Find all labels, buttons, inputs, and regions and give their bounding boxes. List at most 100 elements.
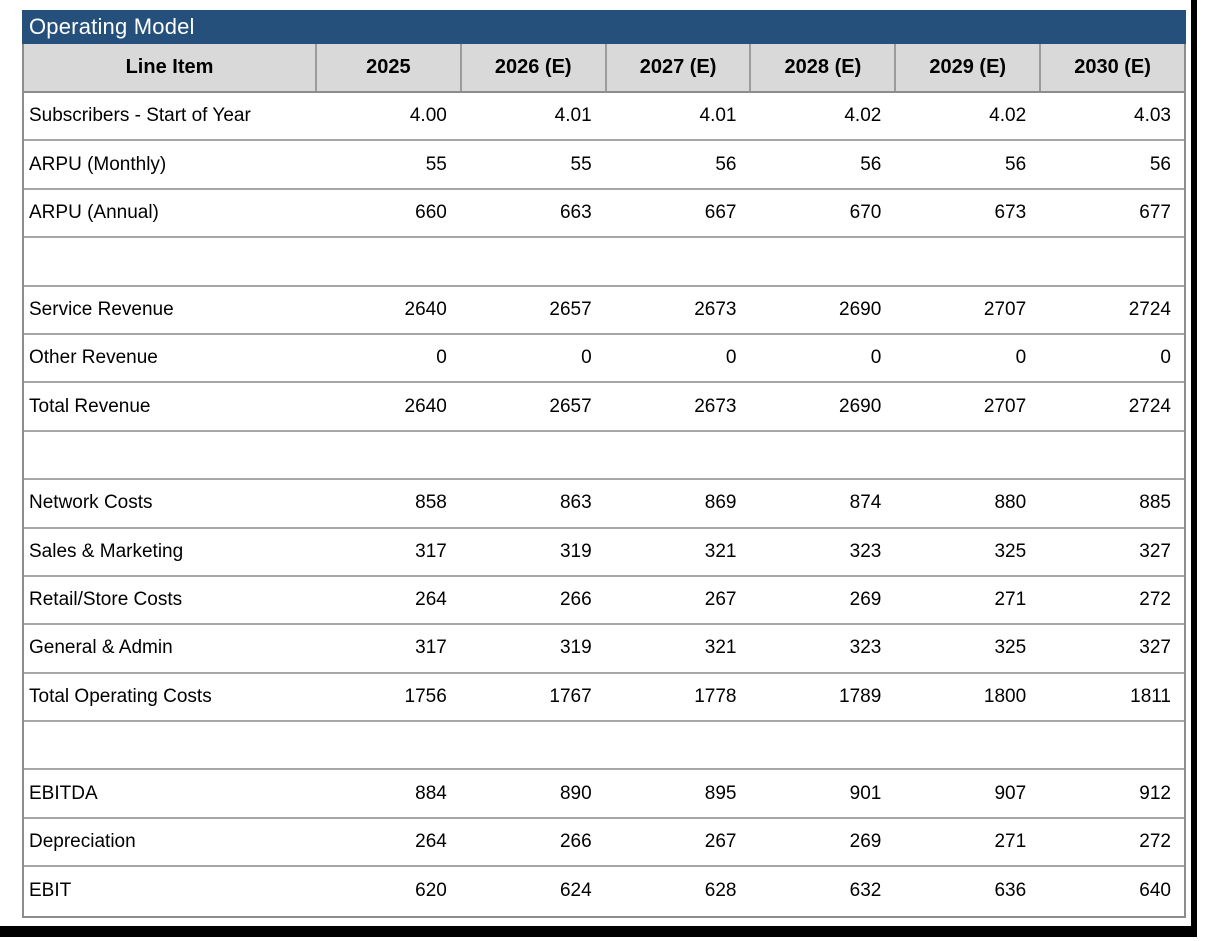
table-blank-row — [24, 238, 1184, 287]
row-value: 4.03 — [1134, 105, 1171, 127]
table-title: Operating Model — [29, 14, 195, 39]
row-value: 319 — [559, 637, 592, 659]
row-value: 56 — [1149, 153, 1171, 175]
row-value: 1789 — [839, 685, 882, 707]
row-label: Total Revenue — [29, 395, 151, 417]
table-row: Subscribers - Start of Year 4.00 4.01 4.… — [24, 93, 1184, 142]
row-value: 271 — [994, 589, 1027, 611]
table-row: Other Revenue 0 0 0 0 0 0 — [24, 334, 1184, 384]
row-value: 2673 — [694, 298, 737, 320]
row-value — [315, 432, 460, 478]
row-value: 2724 — [1128, 298, 1171, 320]
row-value: 885 — [1139, 492, 1171, 514]
row-value: 2640 — [404, 395, 447, 417]
row-value: 1756 — [404, 685, 447, 707]
row-value — [894, 722, 1039, 768]
table-title-bar: Operating Model — [22, 10, 1186, 44]
table-row: EBITDA 884 890 895 901 907 912 — [24, 770, 1184, 819]
row-value — [605, 238, 750, 284]
row-value: 267 — [704, 589, 737, 611]
column-header-2028e: 2028 (E) — [749, 44, 894, 91]
table-row: Service Revenue 2640 2657 2673 2690 2707… — [24, 286, 1184, 335]
row-value: 4.01 — [699, 105, 737, 127]
column-header-line-item: Line Item — [125, 56, 214, 78]
row-label — [24, 722, 315, 768]
row-value: 269 — [849, 589, 882, 611]
table-blank-row — [24, 431, 1184, 481]
row-value: 1778 — [694, 685, 737, 707]
row-value — [1039, 238, 1184, 284]
row-label: General & Admin — [29, 637, 173, 659]
row-value — [1039, 722, 1184, 768]
row-value: 2707 — [983, 298, 1027, 320]
table-row: Retail/Store Costs 264 266 267 269 271 2… — [24, 576, 1184, 626]
column-header-2026e: 2026 (E) — [459, 44, 605, 91]
row-value — [460, 722, 605, 768]
row-value — [605, 722, 750, 768]
row-value: 2690 — [839, 395, 882, 417]
row-value: 325 — [994, 637, 1027, 659]
table-row: ARPU (Monthly) 55 55 56 56 56 56 — [24, 141, 1184, 190]
row-value: 0 — [1015, 347, 1027, 369]
row-value — [749, 432, 894, 478]
row-label: Other Revenue — [29, 347, 158, 369]
row-value: 0 — [725, 347, 737, 369]
row-value: 663 — [559, 201, 592, 223]
row-label: EBITDA — [29, 782, 98, 804]
table-row: Depreciation 264 266 267 269 271 272 — [24, 818, 1184, 868]
row-value: 323 — [849, 637, 882, 659]
row-value: 673 — [994, 201, 1027, 223]
row-value: 4.01 — [554, 105, 592, 127]
row-value: 895 — [704, 782, 737, 804]
column-header-2030e: 2030 (E) — [1039, 44, 1184, 91]
row-value: 890 — [559, 782, 592, 804]
row-value: 325 — [994, 540, 1027, 562]
row-value: 901 — [849, 782, 882, 804]
row-label — [24, 238, 315, 284]
table-header-row: Line Item 2025 2026 (E) 2027 (E) 2028 (E… — [24, 44, 1184, 93]
row-value — [460, 238, 605, 284]
row-value: 640 — [1139, 880, 1171, 902]
row-value — [749, 238, 894, 284]
row-label: Depreciation — [29, 831, 136, 853]
table-row: EBIT 620 624 628 632 636 640 — [24, 867, 1184, 916]
row-value: 0 — [581, 347, 592, 369]
row-value: 677 — [1139, 201, 1171, 223]
row-label: Network Costs — [29, 492, 153, 514]
row-value: 321 — [704, 637, 737, 659]
row-value: 0 — [436, 347, 447, 369]
row-value: 1767 — [549, 685, 592, 707]
row-value: 0 — [870, 347, 882, 369]
row-value: 2640 — [404, 298, 447, 320]
row-value: 321 — [704, 540, 737, 562]
row-value: 272 — [1139, 589, 1171, 611]
row-value: 636 — [994, 880, 1027, 902]
row-value: 2690 — [839, 298, 882, 320]
table-grid: Line Item 2025 2026 (E) 2027 (E) 2028 (E… — [22, 44, 1186, 918]
row-value: 4.02 — [989, 105, 1027, 127]
row-value: 264 — [415, 589, 447, 611]
row-value — [315, 238, 460, 284]
row-value: 2724 — [1128, 395, 1171, 417]
row-value: 56 — [860, 153, 882, 175]
row-value: 323 — [849, 540, 882, 562]
row-value — [315, 722, 460, 768]
row-value: 4.02 — [844, 105, 882, 127]
row-value: 56 — [1005, 153, 1027, 175]
row-value: 670 — [849, 201, 882, 223]
row-value: 55 — [425, 153, 447, 175]
row-value: 874 — [849, 492, 882, 514]
row-value: 884 — [415, 782, 447, 804]
row-value — [460, 432, 605, 478]
column-header-2029e: 2029 (E) — [894, 44, 1039, 91]
table-blank-row — [24, 722, 1184, 771]
table-row: Network Costs 858 863 869 874 880 885 — [24, 480, 1184, 529]
row-value — [894, 238, 1039, 284]
window-right-edge — [1191, 0, 1197, 937]
row-value: 869 — [704, 492, 737, 514]
row-value: 858 — [415, 492, 447, 514]
row-value: 319 — [559, 540, 592, 562]
row-value: 912 — [1139, 782, 1171, 804]
row-value: 907 — [994, 782, 1027, 804]
row-value: 2673 — [694, 395, 737, 417]
